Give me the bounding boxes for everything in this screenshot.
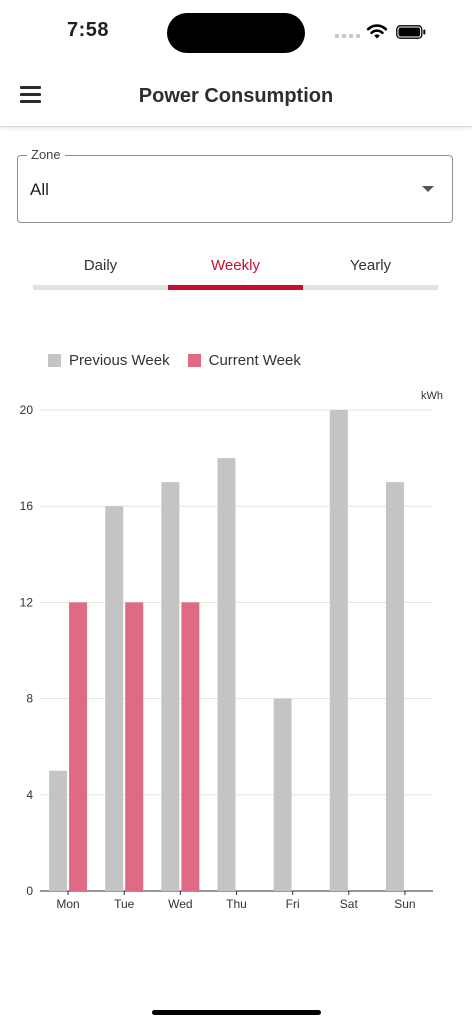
- bar-previous-week: [217, 458, 236, 891]
- y-tick-label: 8: [26, 692, 33, 706]
- legend-item-current-week[interactable]: Current Week: [187, 352, 301, 369]
- y-tick-label: 20: [20, 403, 34, 417]
- x-tick-label: Fri: [286, 897, 300, 911]
- legend-swatch: [187, 354, 201, 367]
- home-indicator: [152, 1010, 321, 1015]
- bar-current-week: [125, 602, 144, 891]
- chart-legend: Previous Week Current Week: [48, 352, 301, 369]
- x-tick-label: Tue: [114, 897, 135, 911]
- battery-icon: [396, 25, 426, 39]
- x-tick-label: Wed: [168, 897, 192, 911]
- tab-indicator: [303, 285, 438, 290]
- bar-current-week: [69, 602, 88, 891]
- legend-swatch: [48, 354, 61, 367]
- x-tick-label: Mon: [56, 897, 79, 911]
- tab-label: Yearly: [349, 257, 392, 274]
- tab-label: Weekly: [211, 257, 260, 274]
- y-tick-label: 12: [20, 595, 34, 609]
- zone-select[interactable]: Zone All: [17, 147, 453, 223]
- tab-yearly[interactable]: Yearly: [303, 250, 438, 290]
- bar-previous-week: [273, 698, 292, 891]
- tab-indicator: [168, 285, 303, 290]
- legend-item-previous-week[interactable]: Previous Week: [48, 352, 170, 369]
- dynamic-island: [167, 13, 305, 53]
- zone-value: All: [30, 180, 49, 199]
- status-time: 7:58: [67, 19, 110, 41]
- y-tick-label: 0: [26, 884, 33, 898]
- weekly-consumption-chart: kWh 0 4 8 12 16 20 Mon Tue Wed Thu Fri Sat Sun: [20, 390, 443, 911]
- bar-previous-week: [105, 506, 124, 891]
- x-tick-label: Sat: [340, 897, 359, 911]
- tab-label: Daily: [83, 257, 118, 274]
- cellular-signal-icon: [335, 34, 360, 38]
- legend-label: Previous Week: [69, 352, 170, 369]
- page-title: Power Consumption: [138, 85, 334, 107]
- bar-previous-week: [329, 410, 348, 891]
- tab-weekly[interactable]: Weekly: [168, 250, 303, 290]
- bar-previous-week: [385, 482, 404, 891]
- bar-previous-week: [161, 482, 180, 891]
- hamburger-menu-icon[interactable]: [20, 86, 42, 104]
- tab-daily[interactable]: Daily: [33, 250, 168, 290]
- tab-indicator: [33, 285, 168, 290]
- x-tick-label: Sun: [394, 897, 415, 911]
- zone-label: Zone: [27, 147, 65, 162]
- wifi-icon: [366, 24, 388, 39]
- app-header: Power Consumption: [0, 62, 472, 127]
- y-tick-label: 4: [26, 788, 33, 802]
- y-tick-label: 16: [20, 499, 34, 513]
- legend-label: Current Week: [208, 352, 301, 369]
- bar-previous-week: [49, 770, 68, 891]
- bar-current-week: [181, 602, 200, 891]
- x-tick-label: Thu: [226, 897, 247, 911]
- period-tabs: Daily Weekly Yearly: [33, 250, 438, 290]
- dropdown-arrow-icon: [422, 186, 434, 192]
- y-axis-unit: kWh: [421, 390, 443, 402]
